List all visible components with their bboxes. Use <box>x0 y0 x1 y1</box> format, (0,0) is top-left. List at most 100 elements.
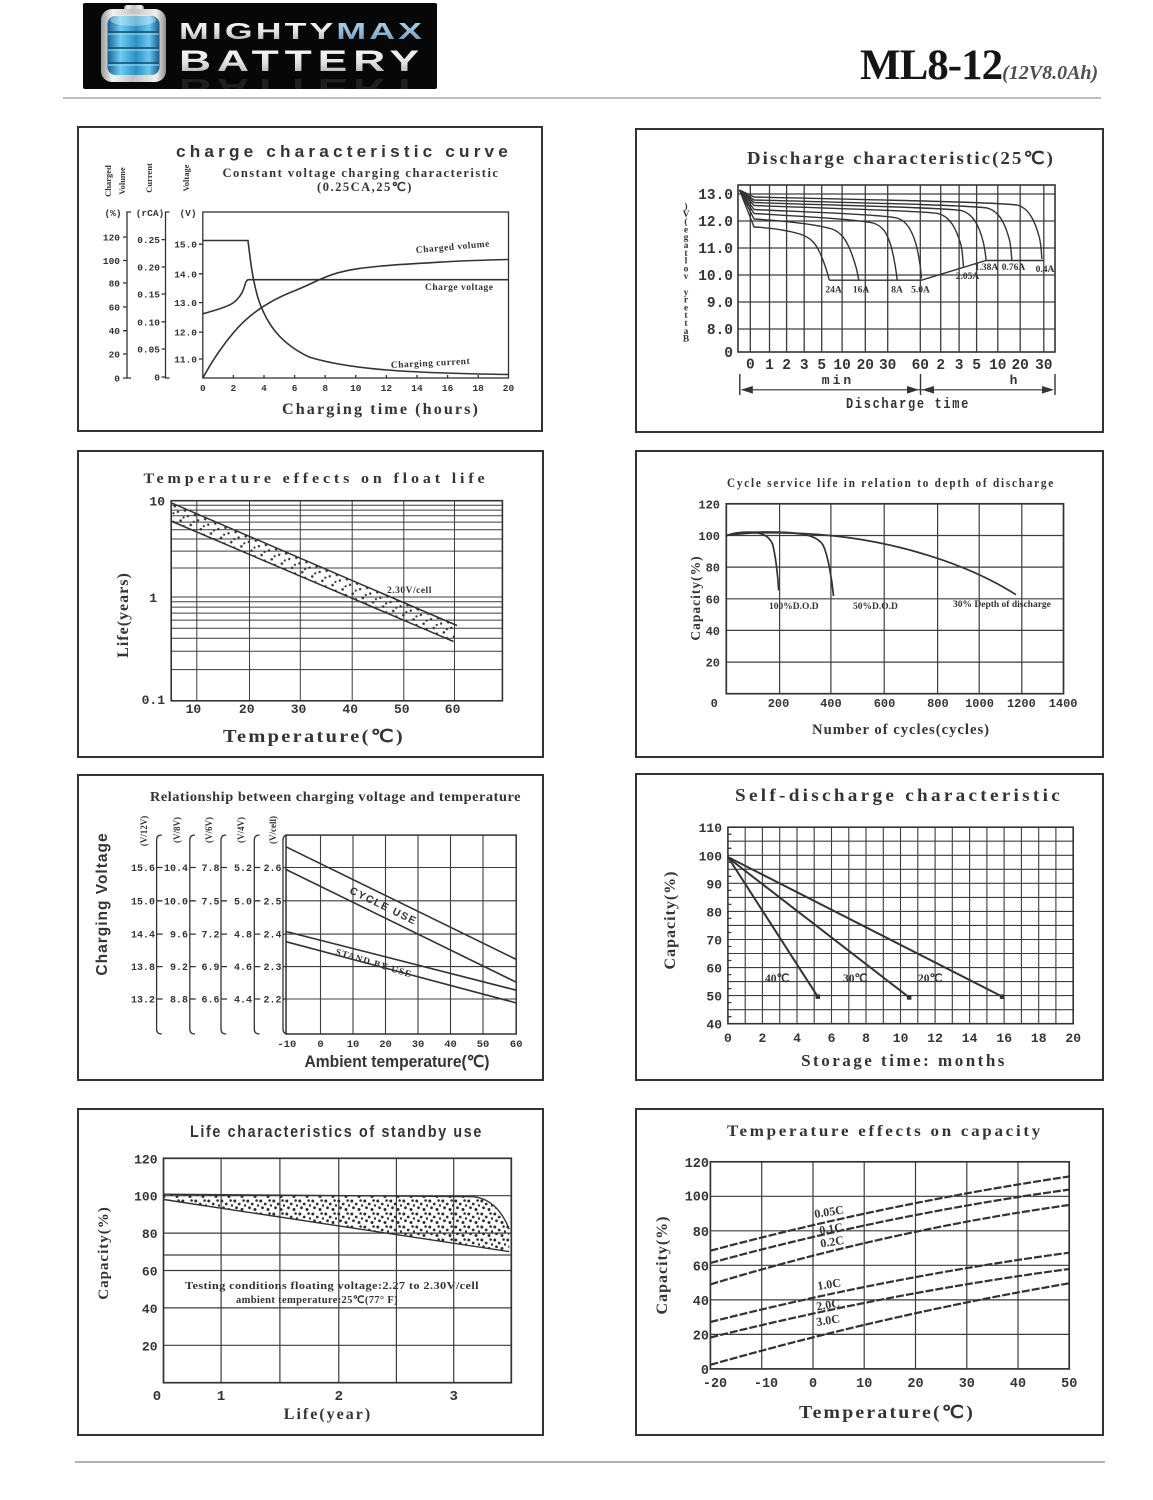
svg-text:20: 20 <box>907 1377 923 1392</box>
svg-text:0.1: 0.1 <box>142 693 166 708</box>
svg-text:20: 20 <box>239 702 255 717</box>
svg-text:Charging current: Charging current <box>391 357 471 371</box>
svg-text:(V/12V): (V/12V) <box>139 816 149 847</box>
svg-text:8: 8 <box>322 383 328 394</box>
svg-text:12.0: 12.0 <box>698 215 733 231</box>
svg-text:60: 60 <box>142 1265 158 1280</box>
svg-text:20℃: 20℃ <box>918 972 943 985</box>
svg-text:50: 50 <box>477 1039 490 1051</box>
svg-text:20: 20 <box>693 1329 709 1344</box>
svg-text:60: 60 <box>445 702 461 717</box>
svg-text:8.8: 8.8 <box>170 996 188 1007</box>
svg-text:7.5: 7.5 <box>201 897 219 908</box>
svg-text:5: 5 <box>817 358 826 374</box>
svg-text:70: 70 <box>706 934 722 949</box>
svg-text:0.15: 0.15 <box>137 290 160 301</box>
svg-text:Capacity(%): Capacity(%) <box>662 871 679 970</box>
svg-text:Discharge time: Discharge time <box>846 397 970 413</box>
svg-text:(V/8V): (V/8V) <box>172 817 182 843</box>
svg-text:2: 2 <box>231 383 237 394</box>
svg-text:0: 0 <box>153 1389 161 1405</box>
svg-text:Temperature effects on float l: Temperature effects on float life <box>144 471 489 487</box>
svg-text:-20: -20 <box>703 1377 727 1392</box>
svg-text:7.2: 7.2 <box>201 931 219 942</box>
svg-text:9.0: 9.0 <box>707 296 733 312</box>
svg-text:12: 12 <box>381 383 393 394</box>
svg-text:20: 20 <box>706 657 720 671</box>
svg-text:charge characteristic curve: charge characteristic curve <box>176 143 512 161</box>
svg-text:0.2C: 0.2C <box>819 1233 845 1251</box>
svg-text:4.6: 4.6 <box>234 963 252 974</box>
svg-text:2.6: 2.6 <box>263 864 281 875</box>
svg-text:Self-discharge characteristic: Self-discharge characteristic <box>735 785 1063 805</box>
svg-text:60: 60 <box>706 962 722 977</box>
svg-text:100%D.O.D: 100%D.O.D <box>769 602 819 612</box>
svg-text:2: 2 <box>936 358 945 374</box>
svg-text:min: min <box>822 373 854 388</box>
svg-text:2.0C: 2.0C <box>815 1296 841 1314</box>
svg-text:14: 14 <box>962 1031 978 1046</box>
svg-text:14.4: 14.4 <box>131 931 155 942</box>
svg-text:60: 60 <box>693 1260 709 1275</box>
svg-text:2.30V/cell: 2.30V/cell <box>387 586 432 596</box>
svg-text:1200: 1200 <box>1007 697 1036 711</box>
svg-text:Discharge characteristic(25℃): Discharge characteristic(25℃) <box>747 148 1055 168</box>
svg-text:30: 30 <box>412 1039 425 1051</box>
svg-text:Capacity(%): Capacity(%) <box>96 1206 112 1300</box>
svg-text:50%D.O.D: 50%D.O.D <box>853 602 898 612</box>
svg-text:10: 10 <box>833 358 850 374</box>
svg-text:Capacity(%): Capacity(%) <box>688 555 703 640</box>
svg-text:9.2: 9.2 <box>170 963 188 974</box>
svg-text:600: 600 <box>874 697 896 711</box>
svg-text:0: 0 <box>809 1377 817 1392</box>
svg-text:60: 60 <box>912 358 929 374</box>
svg-text:18: 18 <box>1031 1031 1047 1046</box>
svg-text:40: 40 <box>142 1302 158 1317</box>
svg-text:40: 40 <box>706 1018 722 1033</box>
svg-text:24A: 24A <box>825 286 842 296</box>
svg-text:12: 12 <box>927 1031 943 1046</box>
svg-text:100: 100 <box>134 1190 158 1205</box>
svg-text:0.4A: 0.4A <box>1036 265 1055 275</box>
svg-text:100: 100 <box>698 530 720 544</box>
svg-text:110: 110 <box>699 821 723 836</box>
svg-text:6.9: 6.9 <box>201 963 219 974</box>
svg-text:1: 1 <box>765 358 774 374</box>
svg-text:0: 0 <box>724 1031 732 1046</box>
svg-text:0.1C: 0.1C <box>818 1220 844 1238</box>
svg-text:10: 10 <box>186 702 202 717</box>
svg-text:0: 0 <box>114 374 120 385</box>
svg-text:8A: 8A <box>891 286 903 296</box>
svg-text:1400: 1400 <box>1049 697 1078 711</box>
svg-text:40: 40 <box>109 326 121 337</box>
svg-text:20: 20 <box>1065 1031 1081 1046</box>
svg-text:0: 0 <box>200 383 206 394</box>
svg-text:Capacity(%): Capacity(%) <box>654 1216 671 1315</box>
svg-text:16: 16 <box>442 383 454 394</box>
svg-text:2.3: 2.3 <box>263 963 281 974</box>
svg-text:2.2: 2.2 <box>263 996 281 1007</box>
svg-text:7.8: 7.8 <box>201 864 219 875</box>
svg-text:30: 30 <box>291 702 307 717</box>
svg-text:3.0C: 3.0C <box>815 1311 841 1329</box>
svg-text:30℃: 30℃ <box>843 972 868 985</box>
svg-text:60: 60 <box>510 1039 523 1051</box>
svg-text:5.0: 5.0 <box>234 897 252 908</box>
svg-text:0: 0 <box>317 1039 323 1051</box>
svg-text:11.0: 11.0 <box>698 242 733 258</box>
svg-text:5: 5 <box>972 358 981 374</box>
svg-text:-10: -10 <box>277 1039 296 1051</box>
svg-text:Temperature(℃): Temperature(℃) <box>223 726 405 746</box>
svg-text:0: 0 <box>711 697 718 711</box>
svg-text:13.0: 13.0 <box>698 188 733 204</box>
svg-text:2: 2 <box>335 1389 343 1405</box>
svg-text:9.6: 9.6 <box>170 931 188 942</box>
svg-text:0.25: 0.25 <box>137 235 160 246</box>
svg-text:60: 60 <box>109 303 121 314</box>
svg-text:20: 20 <box>142 1339 158 1354</box>
svg-text:10: 10 <box>989 358 1006 374</box>
svg-text:60: 60 <box>706 593 720 607</box>
svg-text:8.0: 8.0 <box>707 323 733 339</box>
